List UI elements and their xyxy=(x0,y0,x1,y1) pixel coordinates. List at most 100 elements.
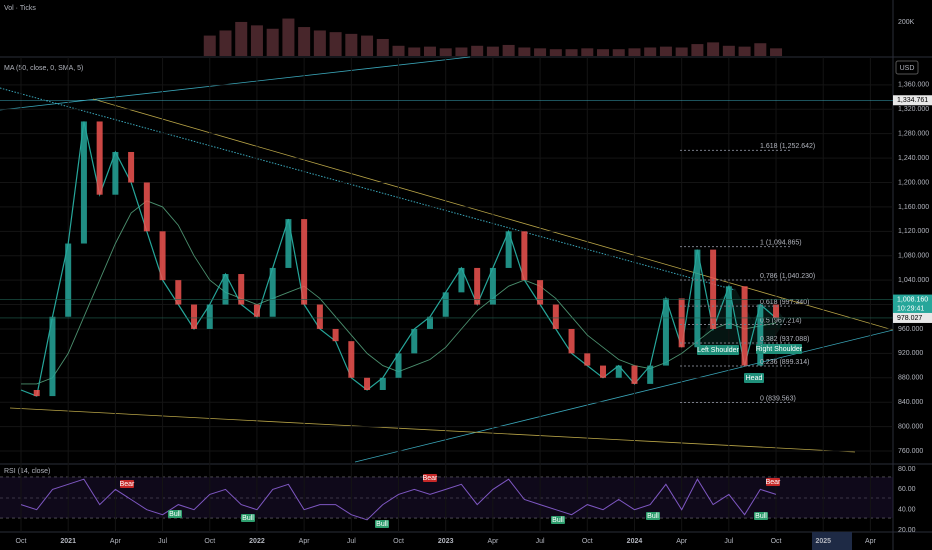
volume-bar xyxy=(282,18,295,56)
candle xyxy=(332,328,339,342)
candle xyxy=(757,304,764,366)
candle xyxy=(65,243,72,317)
signal-label: Bear xyxy=(766,479,781,486)
volume-bar xyxy=(235,21,248,56)
candle xyxy=(191,304,198,329)
candle xyxy=(159,231,166,281)
signal-label: Bull xyxy=(169,511,181,518)
signal-label: Bull xyxy=(552,517,564,524)
x-tick-label: 2025 xyxy=(815,538,831,545)
signal-label: Bear xyxy=(423,475,438,482)
volume-bar xyxy=(439,48,452,56)
volume-bar xyxy=(612,49,625,56)
volume-bar xyxy=(345,33,358,56)
x-tick-label: Oct xyxy=(771,538,782,545)
volume-bar xyxy=(659,46,672,56)
candle xyxy=(316,304,323,329)
volume-bar xyxy=(644,47,657,56)
y-tick-label: 1,320.000 xyxy=(898,106,929,113)
candle xyxy=(505,231,512,268)
volume-bar xyxy=(722,45,735,56)
signal-label: Bull xyxy=(755,513,767,520)
rsi-label: RSI (14, close) xyxy=(4,468,50,475)
volume-bar xyxy=(329,32,342,56)
candle xyxy=(238,274,245,305)
candle xyxy=(112,151,119,195)
signal-label: Bear xyxy=(120,481,135,488)
volume-bar xyxy=(770,48,783,56)
x-tick-label: Oct xyxy=(204,538,215,545)
candle xyxy=(285,219,292,268)
candle xyxy=(175,280,182,305)
x-tick-label: Oct xyxy=(393,538,404,545)
candle xyxy=(348,341,355,378)
fib-label: 0.382 (937.088) xyxy=(760,336,809,343)
candle xyxy=(379,377,386,390)
signal-box xyxy=(241,514,255,522)
candle xyxy=(773,304,780,318)
x-tick-label: Jul xyxy=(158,538,167,545)
pattern-box xyxy=(744,373,764,383)
x-tick-label: Apr xyxy=(865,538,877,545)
volume-bar xyxy=(675,47,688,56)
candle xyxy=(364,377,371,390)
volume-bar xyxy=(486,46,499,56)
x-tick-label: Oct xyxy=(582,538,593,545)
volume-bar xyxy=(565,49,578,56)
candle xyxy=(80,121,87,244)
signal-box xyxy=(551,516,565,524)
countdown: 10:29:41 xyxy=(897,305,924,312)
trend-line xyxy=(0,87,736,291)
candle xyxy=(662,298,669,366)
future-range xyxy=(812,532,852,550)
candle xyxy=(474,267,481,305)
volume-bar xyxy=(518,47,531,56)
volume-bar xyxy=(376,38,389,56)
trend-line xyxy=(354,329,894,463)
rsi-tick-label: 80.00 xyxy=(898,466,916,473)
trend-line xyxy=(9,407,856,453)
fib-label: 1.618 (1,252.642) xyxy=(760,143,815,150)
volume-bar xyxy=(298,27,311,56)
fib-label: 0.786 (1,040.230) xyxy=(760,273,815,280)
signal-label: Bull xyxy=(376,521,388,528)
signal-box xyxy=(646,512,660,520)
rsi-tick-label: 20.00 xyxy=(898,527,916,534)
volume-bar xyxy=(423,46,436,56)
signal-label: Bull xyxy=(242,515,254,522)
x-tick-label: Apr xyxy=(676,538,688,545)
price-label: 1,334.761 xyxy=(897,97,928,104)
x-tick-label: Apr xyxy=(487,538,499,545)
volume-bar xyxy=(313,30,326,56)
candle xyxy=(647,365,654,384)
x-tick-label: Jul xyxy=(724,538,733,545)
candle xyxy=(537,280,544,305)
y-tick-label: 1,240.000 xyxy=(898,155,929,162)
signal-box xyxy=(766,478,780,486)
rsi-tick-label: 60.00 xyxy=(898,486,916,493)
candle xyxy=(584,353,591,366)
fib-label: 0.236 (899.314) xyxy=(760,359,809,366)
candle xyxy=(96,121,103,195)
rsi-line xyxy=(20,478,777,521)
x-tick-label: Apr xyxy=(110,538,122,545)
currency-box[interactable] xyxy=(895,60,919,75)
fib-label: 0.5 (967.214) xyxy=(760,317,802,324)
candle xyxy=(552,304,559,329)
price-label-box xyxy=(893,95,932,106)
ma-label: MA (50, close, 0, SMA, 5) xyxy=(4,65,83,72)
signal-box xyxy=(120,480,134,488)
volume-bar xyxy=(471,45,484,56)
candle xyxy=(269,267,276,317)
volume-bar xyxy=(581,48,594,56)
y-tick-label: 1,360.000 xyxy=(898,82,929,89)
y-tick-label: 960.000 xyxy=(898,326,923,333)
x-tick-label: Jul xyxy=(347,538,356,545)
x-tick-label: 2023 xyxy=(438,538,454,545)
candle xyxy=(600,365,607,378)
volume-bar xyxy=(392,45,405,56)
signal-box xyxy=(168,510,182,518)
y-tick-label: 1,160.000 xyxy=(898,204,929,211)
currency[interactable]: USD xyxy=(900,65,915,72)
